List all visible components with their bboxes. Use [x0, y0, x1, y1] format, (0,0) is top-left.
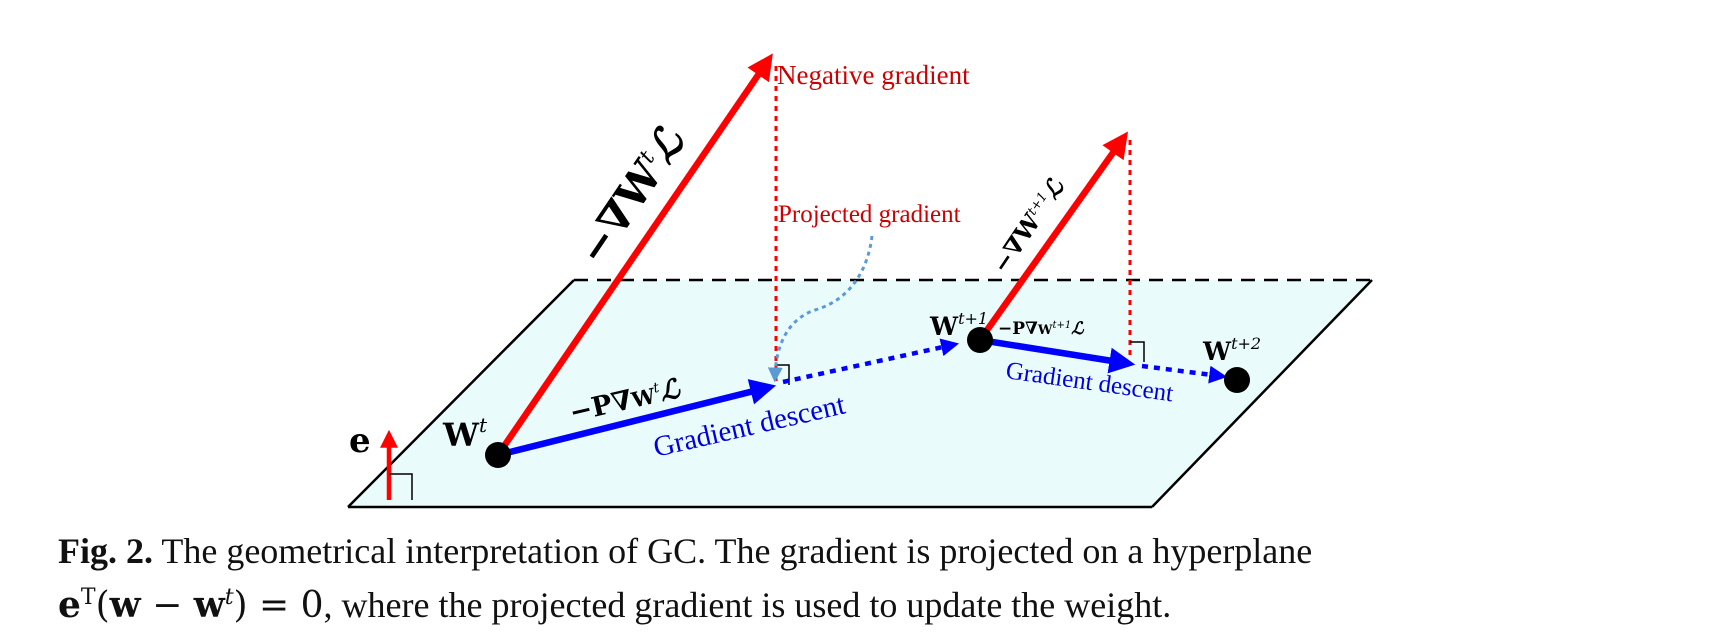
projected-gradient-label: Projected gradient [778, 201, 961, 228]
projected-gradient-arrow-1 [497, 379, 777, 459]
proj-grad-formula-2: −P∇Wt+1ℒ [998, 319, 1084, 339]
hyperplane-left-edge [347, 279, 575, 508]
caption-line-1: Fig. 2. The geometrical interpretation o… [58, 524, 1698, 578]
figure-label: Fig. 2. [58, 531, 153, 571]
negative-gradient-arrow-2 [977, 131, 1129, 342]
caption-text-1: The geometrical interpretation of GC. Th… [153, 531, 1313, 571]
right-angle-marker-2 [1130, 341, 1145, 362]
weight-label-t2: Wt+2 [1202, 334, 1261, 366]
hyperplane-right-edge [1151, 279, 1373, 508]
weight-point-t1 [967, 327, 993, 353]
normal-vector-label: e [349, 421, 371, 461]
projected-gradient-arrow-2 [979, 336, 1136, 374]
hyperplane [348, 280, 1372, 507]
figure-caption: Fig. 2. The geometrical interpretation o… [58, 524, 1698, 633]
caption-text-2: , where the projected gradient is used t… [323, 585, 1172, 625]
negative-gradient-arrow-1 [495, 53, 773, 457]
negative-gradient-label: Negative gradient [777, 60, 970, 90]
descent-path-dotted-2 [1141, 363, 1228, 384]
caption-line-2: eT(w − wt) = 0, where the projected grad… [58, 578, 1698, 633]
right-angle-marker-e [389, 473, 413, 500]
right-angle-marker-1 [776, 364, 790, 385]
projected-gradient-pointer [767, 235, 874, 383]
weight-point-t [485, 442, 511, 468]
descent-path-dotted-1 [782, 338, 960, 385]
weight-label-t: Wt [442, 413, 488, 454]
caption-equation: eT(w − wt) = 0 [58, 584, 324, 626]
weight-point-t2 [1224, 367, 1250, 393]
weight-label-t1: Wt+1 [929, 309, 988, 341]
